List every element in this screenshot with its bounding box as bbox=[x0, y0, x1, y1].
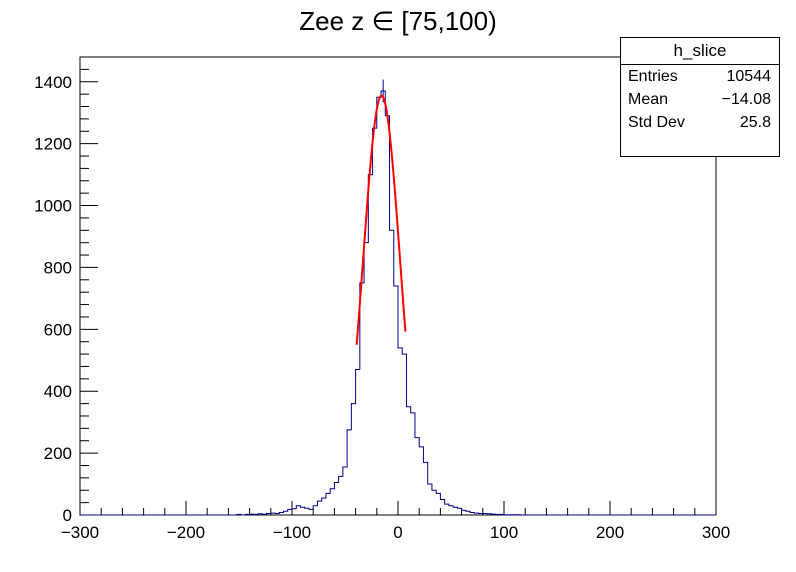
histogram-bin bbox=[377, 97, 381, 515]
histogram-bin bbox=[305, 508, 309, 515]
histogram-bin bbox=[360, 283, 364, 515]
histogram-bin bbox=[317, 501, 321, 515]
histogram-bin bbox=[292, 509, 296, 515]
histogram-bin bbox=[402, 354, 406, 515]
histogram-bin bbox=[368, 175, 372, 515]
histogram-bin bbox=[436, 493, 440, 515]
stats-value: 10544 bbox=[726, 68, 772, 85]
histogram-bin bbox=[339, 476, 343, 515]
stats-label: Std Dev bbox=[628, 114, 685, 131]
histogram-bin bbox=[423, 462, 427, 515]
histogram-bin bbox=[445, 504, 449, 515]
histogram-bin bbox=[300, 507, 304, 515]
histogram-bin bbox=[309, 509, 313, 515]
histogram-bin bbox=[288, 509, 292, 515]
stats-value: −14.08 bbox=[721, 91, 771, 108]
histogram-bin bbox=[330, 489, 334, 515]
y-tick-label: 1400 bbox=[34, 73, 72, 92]
histogram-bin bbox=[296, 506, 300, 515]
histogram-bin bbox=[381, 91, 385, 515]
stats-box: h_slice Entries 10544 Mean −14.08 Std De… bbox=[620, 37, 780, 157]
stats-title: h_slice bbox=[621, 38, 779, 65]
histogram-bin bbox=[462, 510, 466, 515]
histogram-bin bbox=[419, 447, 423, 515]
histogram-bin bbox=[428, 484, 432, 515]
stats-label: Entries bbox=[628, 68, 678, 85]
y-tick-label: 800 bbox=[44, 258, 72, 277]
y-tick-label: 1200 bbox=[34, 135, 72, 154]
histogram-bin bbox=[394, 286, 398, 515]
histogram-bin bbox=[347, 430, 351, 515]
histogram-bin bbox=[322, 498, 326, 515]
stats-row-entries: Entries 10544 bbox=[621, 65, 779, 88]
histogram-bin bbox=[453, 507, 457, 515]
x-tick-label: −100 bbox=[273, 523, 311, 542]
histogram-bin bbox=[415, 438, 419, 515]
histogram-bin bbox=[373, 128, 377, 515]
y-tick-label: 0 bbox=[63, 506, 72, 525]
histogram-bin bbox=[406, 407, 410, 515]
x-tick-label: 200 bbox=[596, 523, 624, 542]
x-tick-label: 300 bbox=[702, 523, 730, 542]
histogram-bin bbox=[334, 483, 338, 515]
x-axis: −300 −200 −100 0 100 200 300 bbox=[61, 501, 730, 542]
histogram-bin bbox=[390, 230, 394, 515]
histogram-bin bbox=[343, 467, 347, 515]
stats-value: 25.8 bbox=[739, 114, 771, 131]
histogram-bin bbox=[411, 413, 415, 515]
histogram-bin bbox=[351, 404, 355, 515]
histogram-bin bbox=[432, 490, 436, 515]
x-tick-label: 100 bbox=[490, 523, 518, 542]
stats-label: Mean bbox=[628, 91, 669, 108]
histogram-outline bbox=[80, 90, 716, 516]
histogram-bin bbox=[457, 508, 461, 515]
histogram-bin bbox=[326, 493, 330, 515]
histogram-bin bbox=[313, 506, 317, 515]
histogram-bin bbox=[398, 348, 402, 515]
x-tick-label: 0 bbox=[393, 523, 402, 542]
y-tick-label: 200 bbox=[44, 444, 72, 463]
histogram-bin bbox=[284, 511, 288, 515]
y-tick-label: 600 bbox=[44, 320, 72, 339]
y-tick-label: 1000 bbox=[34, 197, 72, 216]
gaussian-fit-curve bbox=[355, 94, 407, 345]
stats-row-mean: Mean −14.08 bbox=[621, 88, 779, 111]
histogram-bin bbox=[440, 500, 444, 515]
stats-row-stddev: Std Dev 25.8 bbox=[621, 111, 779, 134]
x-tick-label: −200 bbox=[167, 523, 205, 542]
histogram-bin bbox=[356, 370, 360, 515]
histogram-bins bbox=[284, 79, 470, 515]
histogram-bin bbox=[466, 511, 470, 515]
x-tick-label: −300 bbox=[61, 523, 99, 542]
y-tick-label: 400 bbox=[44, 382, 72, 401]
histogram-bin bbox=[449, 506, 453, 515]
y-axis: 0 200 400 600 800 1000 1200 1400 bbox=[34, 56, 98, 525]
chart-title: Zee z ∈ [75,100) bbox=[299, 6, 497, 36]
histogram-bin bbox=[385, 116, 389, 515]
histogram-bin bbox=[364, 243, 368, 515]
